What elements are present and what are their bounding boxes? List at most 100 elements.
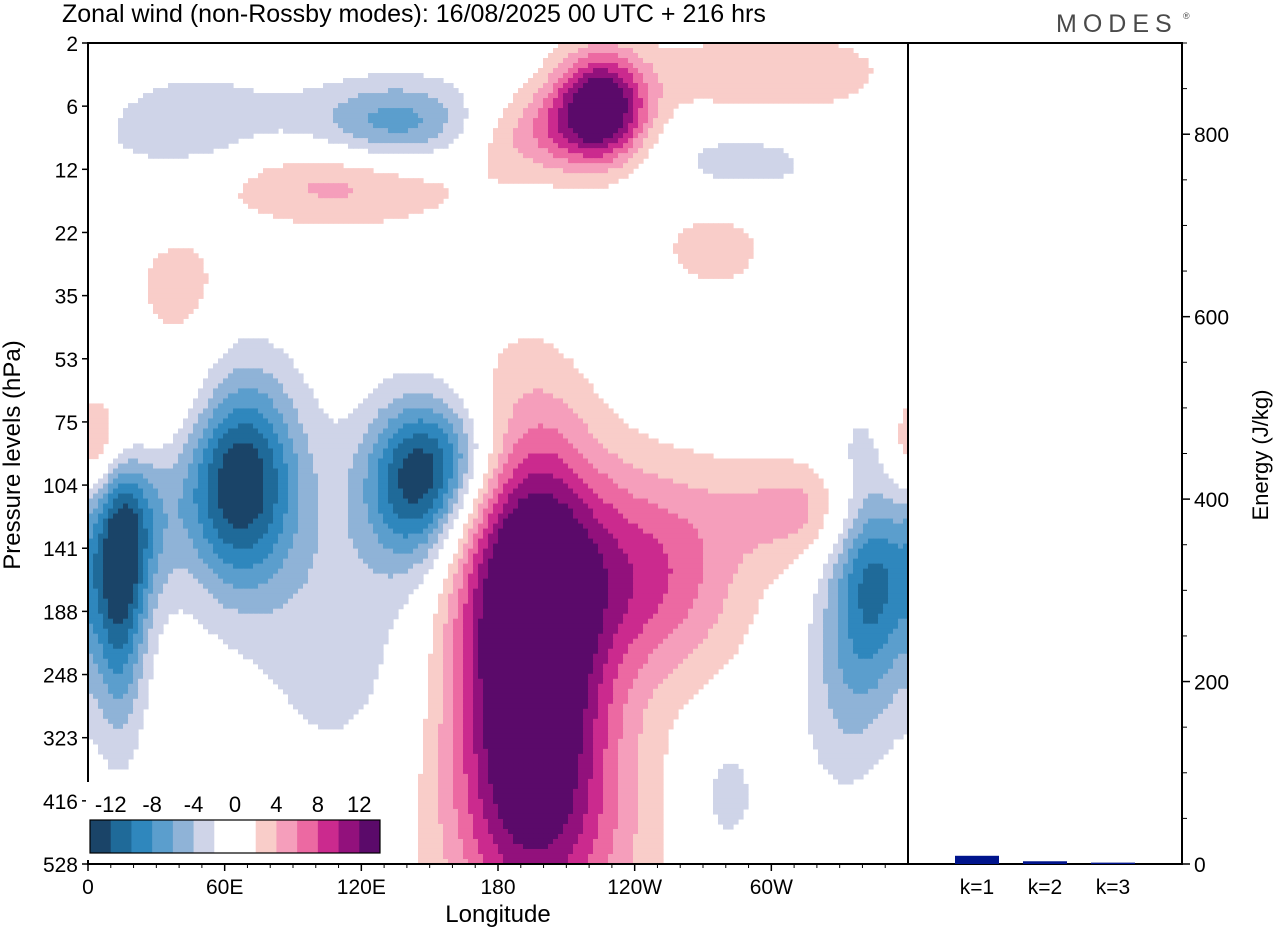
heatmap-cell — [793, 68, 799, 74]
heatmap-cell — [488, 463, 494, 470]
heatmap-cell — [633, 433, 639, 440]
heatmap-cell — [718, 468, 724, 475]
heatmap-cell — [743, 148, 749, 154]
heatmap-cell — [553, 98, 559, 104]
heatmap-cell — [503, 453, 509, 460]
heatmap-cell — [743, 58, 749, 64]
heatmap-cell — [578, 443, 584, 450]
heatmap-cell — [318, 193, 324, 199]
heatmap-cell — [323, 93, 329, 99]
heatmap-cell — [178, 123, 184, 129]
heatmap-cell — [568, 423, 574, 430]
heatmap-cell — [683, 233, 689, 239]
heatmap-cell — [308, 193, 314, 199]
heatmap-cell — [673, 463, 679, 470]
heatmap-cell — [373, 408, 379, 415]
heatmap-cell — [498, 143, 504, 149]
heatmap-cell — [403, 108, 409, 114]
heatmap-cell — [513, 143, 519, 149]
heatmap-cell — [418, 128, 424, 134]
heatmap-cell — [573, 403, 579, 410]
heatmap-cell — [388, 98, 394, 104]
heatmap-cell — [713, 468, 719, 475]
heatmap-cell — [508, 443, 514, 450]
heatmap-cell — [708, 93, 714, 99]
heatmap-cell — [178, 108, 184, 114]
heatmap-cell — [408, 393, 414, 400]
heatmap-cell — [583, 173, 589, 179]
heatmap-cell — [403, 428, 409, 435]
heatmap-cell — [263, 413, 269, 420]
heatmap-cell — [138, 148, 144, 154]
heatmap-cell — [698, 453, 704, 460]
heatmap-cell — [748, 253, 754, 259]
heatmap-cell — [718, 58, 724, 64]
heatmap-cell — [308, 388, 314, 395]
heatmap-cell — [368, 93, 374, 99]
heatmap-cell — [603, 123, 609, 129]
heatmap-cell — [158, 118, 164, 124]
heatmap-cell — [278, 123, 284, 129]
heatmap-cell — [323, 113, 329, 119]
heatmap-cell — [738, 258, 744, 264]
heatmap-cell — [518, 168, 524, 174]
heatmap-cell — [763, 68, 769, 74]
heatmap-cell — [363, 83, 369, 89]
heatmap-cell — [358, 428, 364, 435]
heatmap-cell — [253, 458, 259, 465]
heatmap-cell — [448, 93, 454, 99]
heatmap-cell — [338, 448, 344, 455]
heatmap-cell — [618, 73, 624, 79]
heatmap-cell — [293, 178, 299, 184]
heatmap-cell — [408, 403, 414, 410]
heatmap-cell — [388, 448, 394, 455]
heatmap-cell — [453, 473, 459, 480]
heatmap-cell — [158, 278, 164, 284]
heatmap-cell — [488, 473, 494, 480]
heatmap-cell — [538, 338, 544, 344]
heatmap-cell — [188, 303, 194, 309]
heatmap-cell — [293, 188, 299, 194]
heatmap-cell — [243, 388, 249, 395]
heatmap-cell — [188, 428, 194, 435]
heatmap-cell — [643, 68, 649, 74]
heatmap-cell — [183, 143, 189, 149]
heatmap-cell — [168, 108, 174, 114]
heatmap-cell — [298, 378, 304, 385]
heatmap-cell — [868, 68, 874, 74]
heatmap-cell — [743, 73, 749, 79]
heatmap-cell — [748, 243, 754, 249]
heatmap-cell — [583, 103, 589, 109]
heatmap-cell — [293, 128, 299, 134]
heatmap-cell — [688, 228, 694, 234]
heatmap-cell — [408, 413, 414, 420]
heatmap-cell — [323, 98, 329, 104]
heatmap-cell — [498, 368, 504, 375]
heatmap-cell — [628, 83, 634, 89]
heatmap-cell — [128, 143, 134, 149]
heatmap-cell — [183, 468, 189, 475]
heatmap-cell — [193, 413, 199, 420]
heatmap-cell — [403, 138, 409, 144]
heatmap-cell — [553, 473, 559, 480]
heatmap-cell — [278, 173, 284, 179]
heatmap-cell — [343, 128, 349, 134]
heatmap-cell — [603, 43, 609, 49]
heatmap-cell — [253, 98, 259, 104]
heatmap-cell — [773, 463, 779, 470]
heatmap-cell — [223, 388, 229, 395]
heatmap-cell — [528, 113, 534, 119]
heatmap-cell — [193, 438, 199, 445]
heatmap-cell — [303, 198, 309, 204]
heatmap-cell — [598, 428, 604, 435]
heatmap-cell — [518, 153, 524, 159]
heatmap-cell — [283, 428, 289, 435]
heatmap-cell — [798, 93, 804, 99]
heatmap-cell — [788, 158, 794, 164]
heatmap-cell — [363, 463, 369, 470]
heatmap-cell — [118, 133, 124, 139]
heatmap-cell — [668, 463, 674, 470]
heatmap-cell — [563, 368, 569, 375]
heatmap-cell — [328, 163, 334, 169]
heatmap-cell — [648, 123, 654, 129]
